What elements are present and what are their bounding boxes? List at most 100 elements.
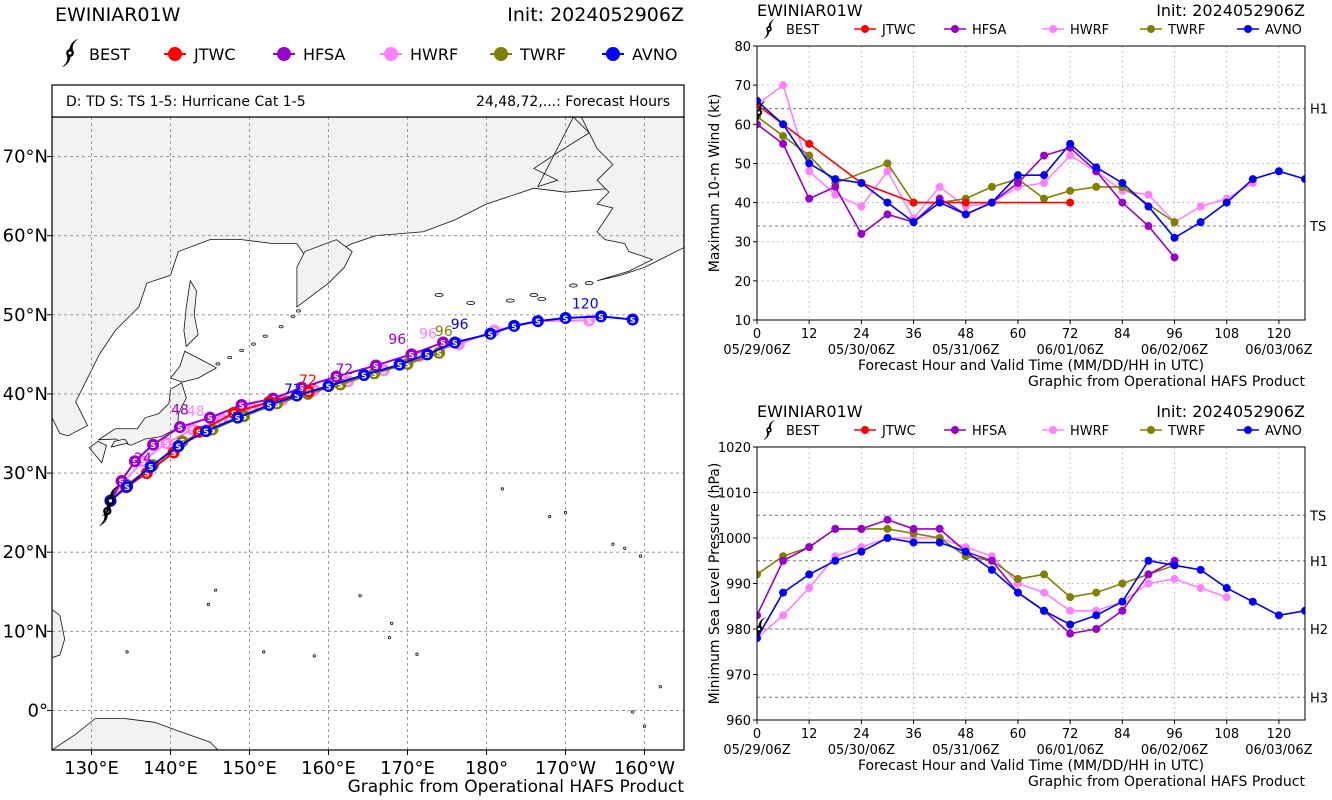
data-point-twrf — [1092, 588, 1101, 597]
y-tick-label: 40 — [734, 197, 751, 212]
y-tick-label: 960 — [726, 714, 751, 729]
date-label: 06/03/06Z — [1245, 743, 1312, 758]
data-point-hfsa — [1040, 151, 1049, 160]
pacific-island — [548, 514, 552, 519]
y-tick-label: 980 — [726, 623, 751, 638]
y-tick-label: 970 — [726, 669, 751, 684]
track-point-avno: S — [200, 425, 213, 438]
date-label: 05/29/06Z — [723, 743, 790, 758]
data-point-avno — [1248, 175, 1257, 184]
date-label: 05/29/06Z — [723, 343, 790, 358]
data-point-avno — [779, 588, 788, 597]
svg-text:S: S — [177, 424, 183, 433]
data-point-hwrf — [1144, 190, 1153, 199]
series-line-twrf — [757, 528, 1175, 599]
data-point-hfsa — [935, 524, 944, 533]
svg-text:S: S — [397, 361, 403, 370]
svg-text:S: S — [239, 402, 245, 411]
legend-marker-hwrf — [1049, 426, 1057, 434]
track-point-hfsa: S — [235, 399, 248, 412]
y-tick-label: 1010 — [718, 487, 751, 502]
data-point-avno — [757, 634, 761, 643]
map-init-time: Init: 2024052906Z — [507, 4, 684, 26]
data-point-hwrf — [779, 611, 788, 620]
svg-text:S: S — [373, 362, 379, 371]
lon-tick-label: 160°E — [301, 758, 356, 779]
land-areas — [52, 117, 684, 750]
data-point-hwrf — [987, 198, 996, 207]
data-point-hwrf — [1196, 584, 1205, 593]
legend-marker-avno — [1244, 25, 1252, 33]
data-point-avno — [857, 547, 866, 556]
data-point-hfsa — [831, 524, 840, 533]
x-tick-label: 60 — [1010, 727, 1027, 742]
data-point-jtwc — [757, 100, 761, 109]
svg-text:S: S — [266, 402, 272, 411]
data-point-avno — [1301, 175, 1305, 184]
aleutian-island — [569, 283, 578, 288]
y-tick-label: 30 — [734, 236, 751, 251]
data-point-hfsa — [1170, 253, 1179, 262]
storm-tracks: SSSSSSSSSSSSSSSSSSSSSSSSSSSSSSSSSSSSSSSS… — [98, 296, 639, 527]
data-point-twrf — [831, 179, 840, 187]
data-point-twrf — [1066, 593, 1075, 602]
data-point-avno — [1144, 202, 1153, 211]
data-point-hwrf — [805, 167, 814, 176]
map-info-left: D: TD S: TS 1-5: Hurricane Cat 1-5 — [66, 94, 306, 110]
data-point-hfsa — [857, 229, 866, 238]
pacific-island — [206, 602, 211, 607]
data-point-hwrf — [779, 81, 788, 90]
data-point-twrf — [935, 534, 944, 542]
legend-label-best: BEST — [89, 45, 130, 64]
data-point-avno — [1066, 620, 1075, 629]
chart-storm-name: EWINIAR01W — [757, 402, 863, 421]
x-tick-label: 108 — [1214, 727, 1239, 742]
track-point-avno: S — [508, 319, 521, 332]
svg-text:S: S — [241, 413, 247, 422]
data-point-hfsa — [779, 556, 788, 565]
lon-tick-label: 130°E — [64, 758, 119, 779]
data-point-avno — [1274, 611, 1283, 620]
data-point-twrf — [1040, 570, 1049, 579]
track-point-avno: S — [172, 440, 185, 453]
data-point-hwrf — [1013, 579, 1022, 588]
data-point-hwrf — [857, 202, 866, 211]
data-point-avno — [857, 179, 866, 187]
legend-marker-avno — [606, 47, 620, 61]
x-axis-label: Forecast Hour and Valid Time (MM/DD/HH i… — [858, 358, 1204, 374]
pacific-island — [213, 588, 218, 592]
track-point-hfsa: S — [330, 370, 343, 383]
x-axis-label: Forecast Hour and Valid Time (MM/DD/HH i… — [858, 758, 1204, 774]
data-point-hfsa — [1118, 198, 1127, 207]
svg-text:S: S — [511, 322, 517, 331]
pacific-island — [611, 542, 615, 546]
data-point-avno — [1118, 597, 1127, 606]
x-tick-label: 12 — [801, 727, 818, 742]
track-point-hfsa: S — [128, 455, 141, 468]
lat-tick-label: 10°N — [3, 621, 48, 642]
svg-text:S: S — [405, 360, 411, 369]
x-tick-label: 72 — [1062, 727, 1079, 742]
legend-label-best: BEST — [786, 23, 819, 38]
track-point-avno: S — [322, 380, 335, 393]
kuril-island — [251, 342, 256, 346]
svg-text:S: S — [563, 314, 569, 323]
data-point-avno — [909, 538, 918, 547]
data-point-hwrf — [1118, 597, 1127, 606]
pacific-island — [262, 650, 266, 654]
legend-marker-hfsa — [951, 426, 959, 434]
track-point-avno: S — [484, 327, 497, 340]
data-point-hfsa — [1013, 179, 1022, 187]
data-point-jtwc — [1066, 198, 1075, 207]
track-point-avno: S — [121, 480, 134, 493]
svg-text:S: S — [190, 426, 196, 435]
forecast-hour-label: 96 — [388, 332, 406, 348]
date-label: 06/01/06Z — [1036, 343, 1103, 358]
new-guinea — [52, 717, 219, 750]
data-point-avno — [1196, 565, 1205, 574]
svg-text:S: S — [140, 458, 146, 467]
pacific-island — [390, 621, 394, 626]
data-point-avno — [1118, 179, 1127, 187]
lon-tick-label: 180° — [465, 758, 508, 779]
data-point-hwrf — [883, 534, 892, 542]
